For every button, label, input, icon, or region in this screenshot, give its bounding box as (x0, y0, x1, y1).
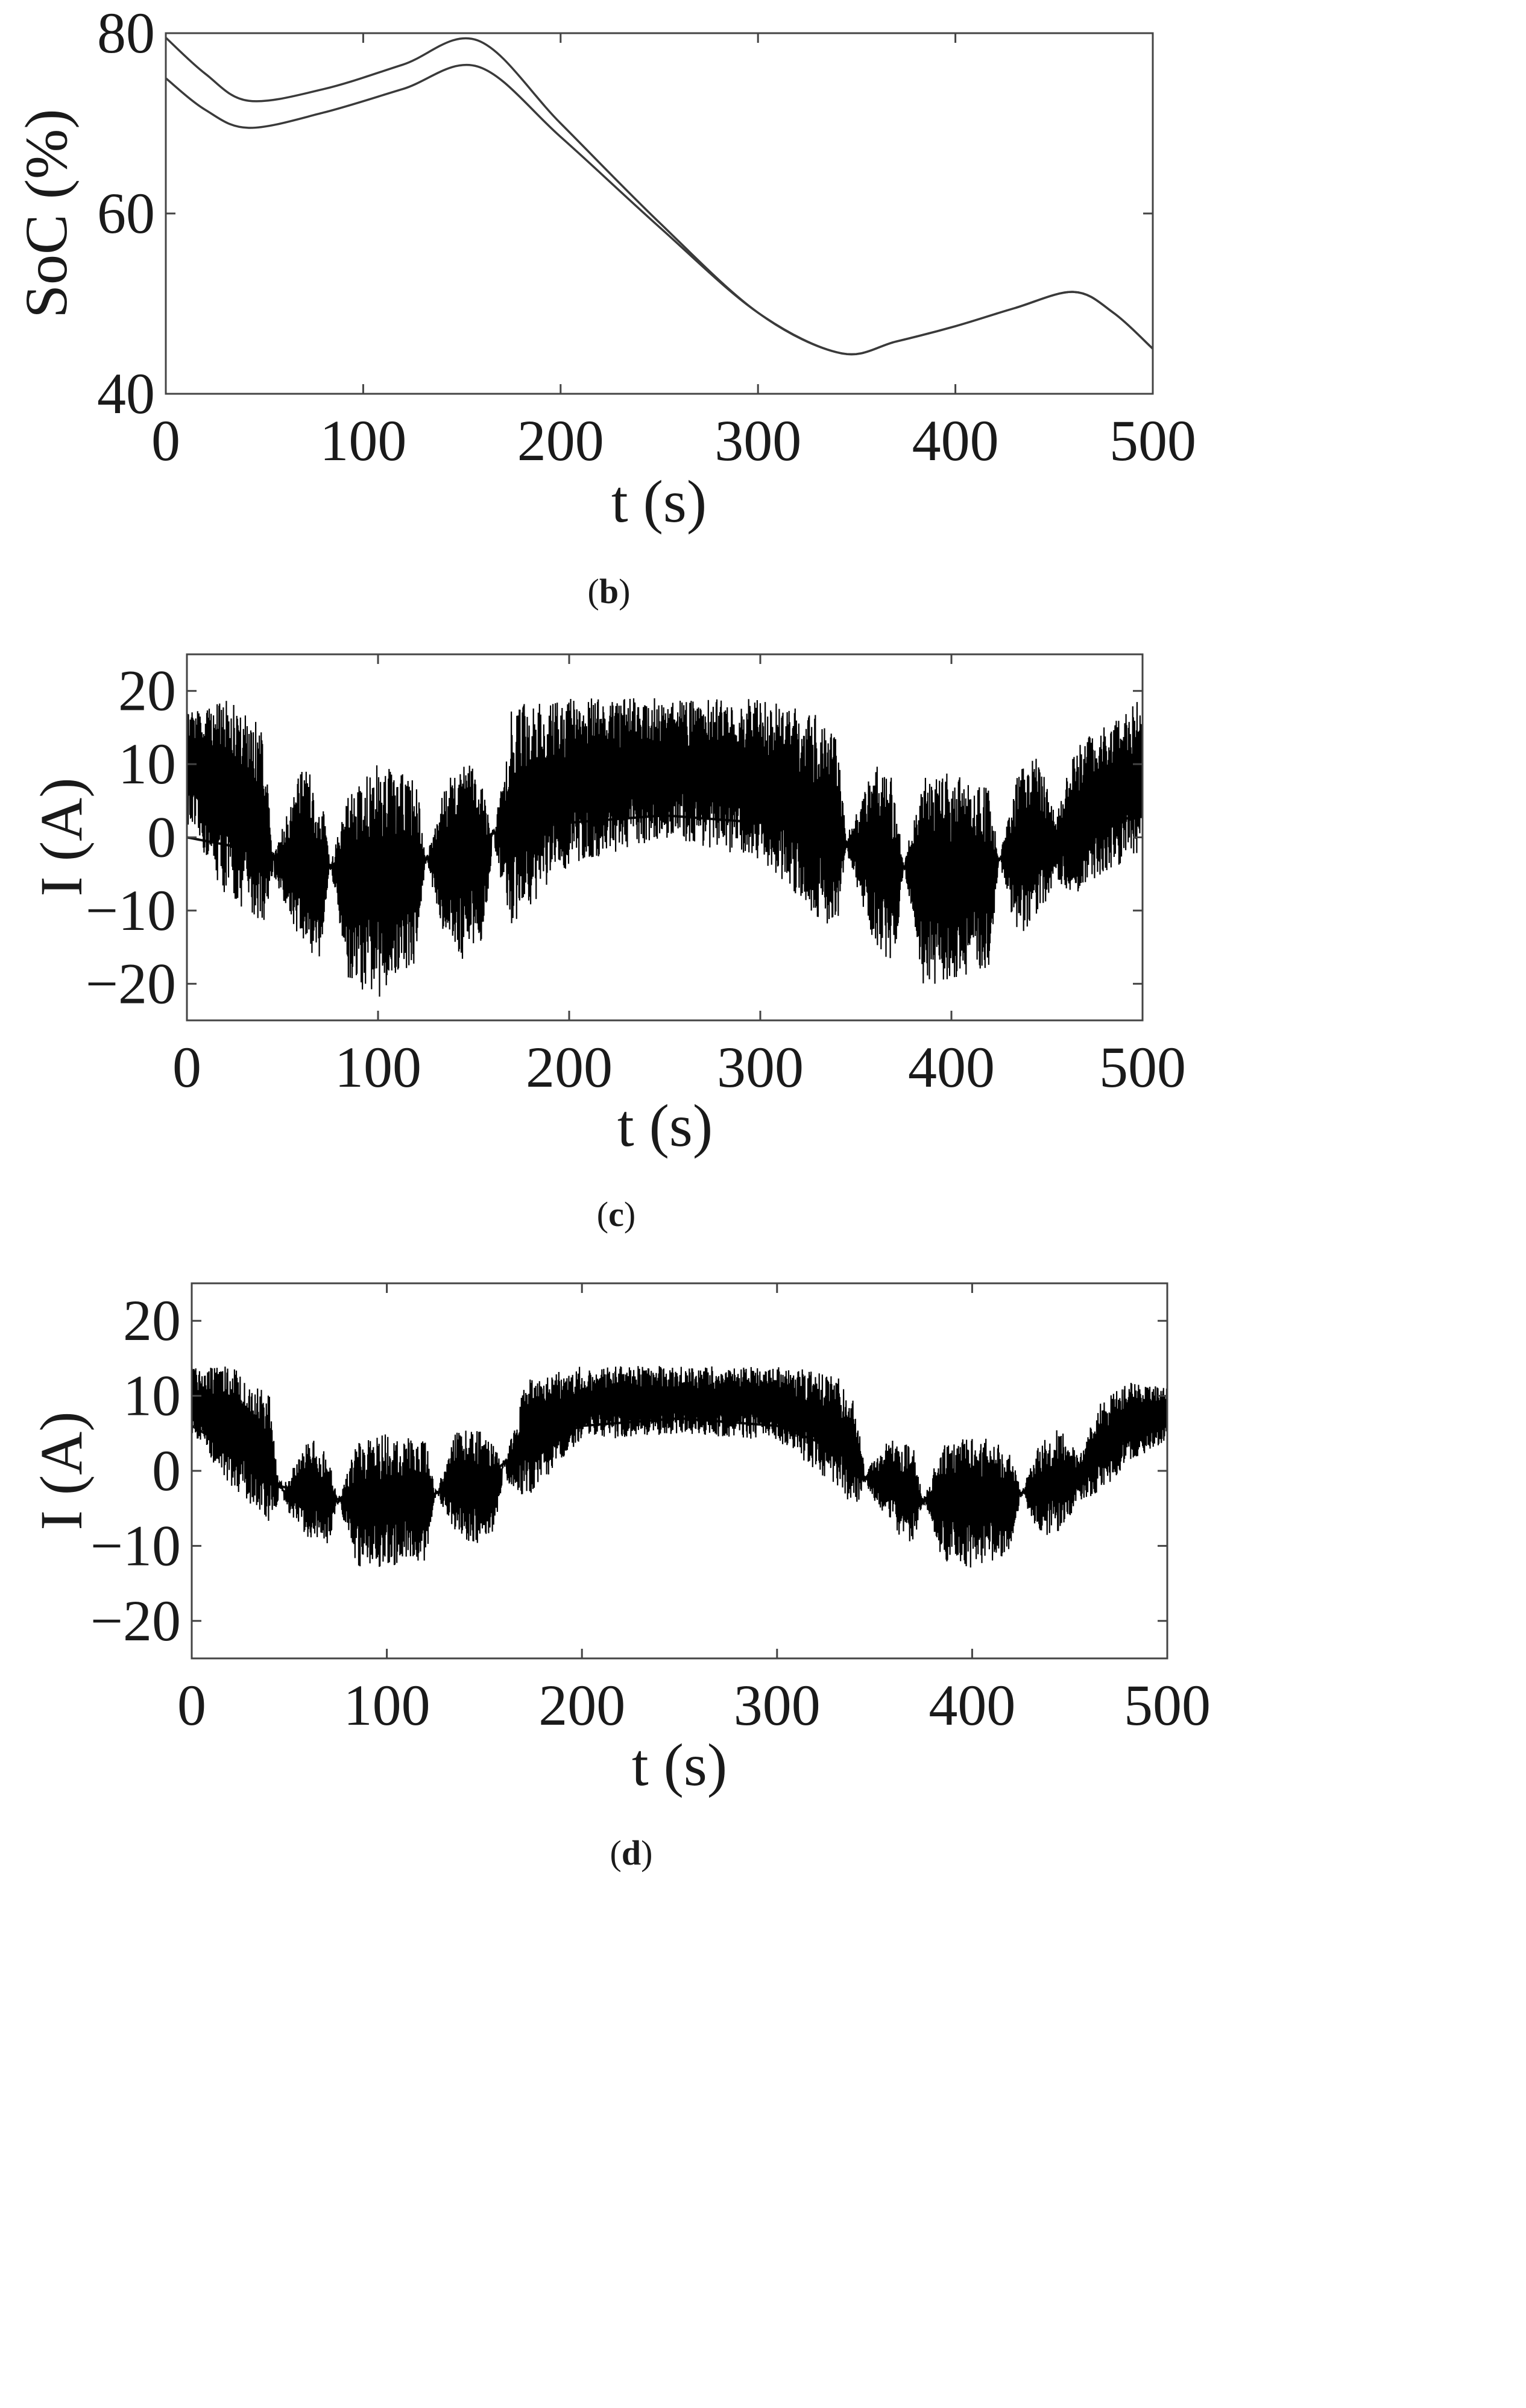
soc-series-2-line (165, 63, 1154, 356)
panel-c-y-tick-label: 20 (118, 659, 176, 723)
panel-b-x-tick-label: 100 (320, 408, 406, 473)
panel-d-axes-frame (191, 1282, 1168, 1660)
panel-b-ticks: 0 100 200 300 400 500 40 60 80 (97, 1, 1196, 473)
panel-b-x-tick-label: 0 (151, 408, 180, 473)
panel-b-x-tick-label: 400 (912, 408, 999, 473)
panel-b-y-tick-label: 40 (97, 361, 155, 426)
panel-d-current-chart: 0 100 200 300 400 500 −20 −10 0 10 20 t (s) I (A) (28, 1282, 1211, 1798)
panel-d-y-tick-label: 0 (152, 1438, 181, 1503)
panel-b-soc-chart: 0 100 200 300 400 500 40 60 80 t (s) SoC (%) (13, 1, 1196, 535)
panel-b-plot-area (165, 37, 1154, 356)
panel-d-x-tick-label: 300 (734, 1673, 821, 1737)
panel-d-plot-area (191, 1366, 1168, 1568)
panel-b-axes-frame (165, 32, 1154, 395)
panel-d-ticks: 0 100 200 300 400 500 −20 −10 0 10 20 (90, 1283, 1211, 1737)
panel-label-d: (d) (610, 1833, 653, 1872)
panel-d-y-axis-label: I (A) (28, 1411, 95, 1530)
panel-b-y-axis-label: SoC (%) (13, 109, 80, 318)
panel-d-current-baseline (191, 1417, 1168, 1502)
panel-d-y-tick-label: −10 (90, 1513, 181, 1578)
panel-c-y-tick-label: 10 (118, 732, 176, 796)
panel-c-plot-area (186, 698, 1143, 997)
panel-label-b: (b) (588, 572, 631, 611)
panel-c-y-tick-label: −10 (86, 878, 176, 943)
panel-c-y-tick-label: 0 (147, 805, 176, 870)
panel-d-x-tick-label: 400 (929, 1673, 1015, 1737)
panel-c-x-axis-label: t (s) (617, 1092, 713, 1159)
panel-c-x-tick-label: 200 (526, 1035, 613, 1099)
panel-c-y-axis-label: I (A) (28, 777, 95, 896)
panel-b-x-tick-label: 200 (517, 408, 604, 473)
panel-c-y-tick-label: −20 (86, 951, 176, 1016)
panel-d-y-tick-label: 20 (123, 1288, 181, 1353)
panel-d-y-tick-label: 10 (123, 1364, 181, 1428)
panel-c-x-tick-label: 100 (335, 1035, 421, 1099)
panel-d-x-axis-label: t (s) (632, 1731, 727, 1798)
panel-label-c: (c) (597, 1195, 635, 1234)
panel-b-x-tick-label: 500 (1109, 408, 1196, 473)
panel-b-y-tick-label: 60 (97, 181, 155, 245)
panel-d-x-tick-label: 100 (344, 1673, 430, 1737)
panel-b-x-tick-label: 300 (714, 408, 801, 473)
panel-c-x-tick-label: 300 (717, 1035, 804, 1099)
panel-d-x-tick-label: 0 (177, 1673, 206, 1737)
panel-d-x-tick-label: 500 (1124, 1673, 1211, 1737)
panel-c-axes-frame (186, 653, 1144, 1022)
panel-c-current-signal (186, 698, 1143, 997)
panel-d-x-tick-label: 200 (538, 1673, 625, 1737)
soc-series-1-line (165, 37, 1154, 356)
panel-d-current-signal (191, 1366, 1168, 1568)
panel-c-x-tick-label: 400 (908, 1035, 995, 1099)
panel-d-y-tick-label: −20 (90, 1588, 181, 1653)
panel-c-x-tick-label: 0 (172, 1035, 201, 1099)
panel-c-current-chart: 0 100 200 300 400 500 −20 −10 0 10 20 t (s) I (A) (28, 653, 1186, 1159)
panel-b-x-axis-label: t (s) (611, 468, 707, 535)
panel-c-x-tick-label: 500 (1099, 1035, 1186, 1099)
panel-c-ticks: 0 100 200 300 400 500 −20 −10 0 10 20 (86, 654, 1186, 1099)
panel-b-y-tick-label: 80 (97, 1, 155, 65)
